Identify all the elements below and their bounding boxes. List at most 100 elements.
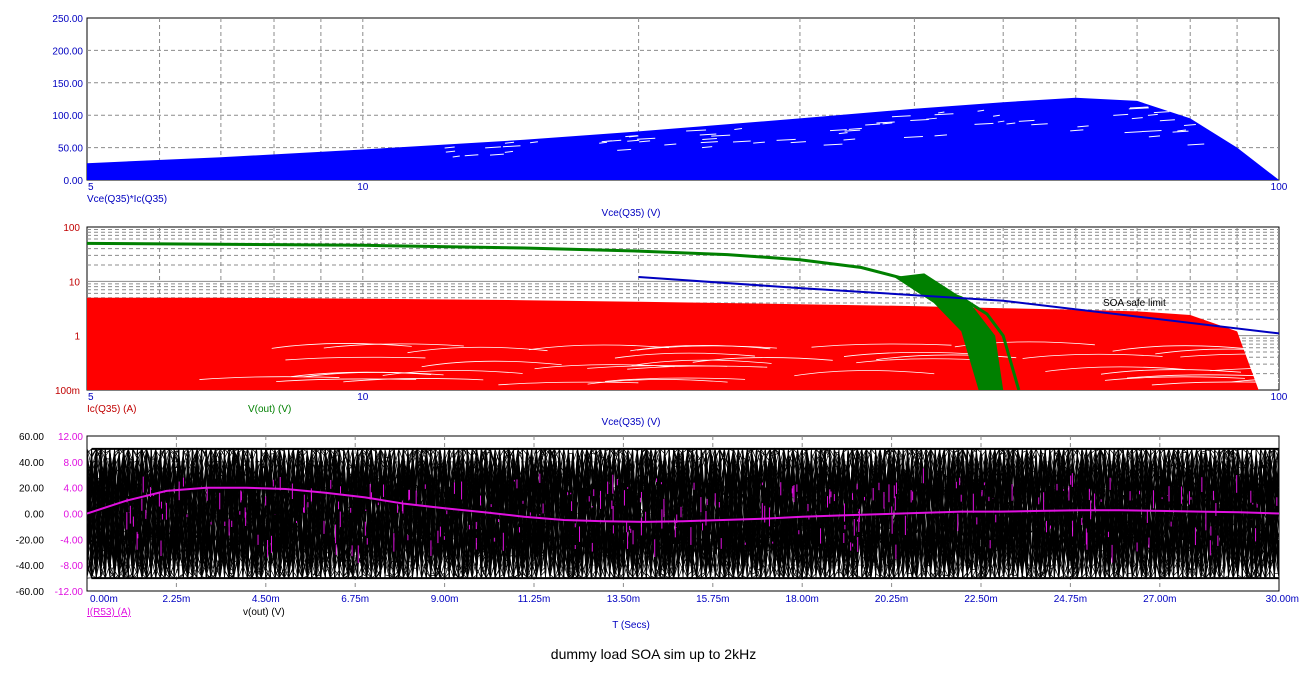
- streak: [444, 146, 455, 149]
- streak: [702, 138, 717, 141]
- streak: [701, 146, 713, 149]
- y-right-tick-label: 4.00: [64, 484, 84, 495]
- streak: [903, 135, 923, 138]
- y-left-tick-label: -20.00: [16, 535, 45, 546]
- streak: [811, 343, 952, 348]
- y-right-tick-label: -12.00: [55, 587, 84, 598]
- x-tick-label: 30.00m: [1266, 594, 1299, 605]
- ir53-series-label: I(R53) (A): [87, 607, 131, 618]
- streak: [1210, 367, 1279, 372]
- soa-limit-line: [638, 276, 1279, 335]
- streak: [1151, 381, 1279, 386]
- streak: [1104, 376, 1245, 381]
- streak: [382, 370, 523, 376]
- y-tick-label: 250.00: [52, 14, 83, 25]
- streak: [977, 109, 985, 112]
- streak: [848, 127, 862, 130]
- streak: [829, 129, 847, 132]
- simulation-plots: SOA safe limit 0.00 50.00 100.00 150.00 200.…: [16, 14, 1299, 631]
- x-tick-label: 13.50m: [607, 594, 640, 605]
- y-left-tick-label: 40.00: [19, 458, 44, 469]
- streak: [504, 150, 514, 153]
- streak: [1153, 111, 1170, 114]
- streak: [271, 343, 412, 349]
- x-tick-label: 15.75m: [696, 594, 729, 605]
- streak: [664, 143, 677, 146]
- y-right-tick-label: -4.00: [60, 535, 83, 546]
- streak: [776, 138, 796, 141]
- y-tick-label: 100: [63, 223, 80, 234]
- y-tick-label: 150.00: [52, 79, 83, 90]
- streak: [1172, 130, 1189, 133]
- streak: [1131, 117, 1143, 120]
- y-right-tick-label: -8.00: [60, 561, 83, 572]
- y-tick-label: 100.00: [52, 111, 83, 122]
- power-series-label: Vce(Q35)*Ic(Q35): [87, 194, 167, 205]
- vout-series-line: [87, 241, 1021, 390]
- x-tick-label: 24.75m: [1054, 594, 1087, 605]
- current-plot-xlabel: Vce(Q35) (V): [602, 417, 661, 428]
- streak: [502, 145, 521, 148]
- streak: [843, 138, 856, 141]
- streak: [1126, 374, 1268, 379]
- streak: [636, 345, 777, 351]
- streak: [838, 132, 848, 135]
- streak: [891, 115, 911, 118]
- y-left-tick-label: -60.00: [16, 587, 45, 598]
- streak: [1113, 113, 1129, 116]
- streak: [617, 148, 632, 151]
- soa-annotation: SOA safe limit: [1103, 298, 1166, 309]
- streak: [504, 141, 515, 144]
- vout-time-series: [87, 447, 1279, 580]
- y-left-tick-label: -40.00: [16, 561, 45, 572]
- streak: [485, 146, 501, 149]
- streak: [1100, 369, 1242, 375]
- streak: [601, 140, 612, 143]
- vout-trace: [87, 448, 1279, 579]
- y-tick-label: 0.00: [64, 176, 84, 187]
- streak: [692, 357, 833, 363]
- y-tick-label: 100m: [55, 386, 80, 397]
- streak: [734, 127, 743, 130]
- streak: [1148, 135, 1161, 138]
- streak: [1147, 113, 1158, 116]
- streak: [997, 120, 1005, 123]
- streak: [1159, 119, 1175, 122]
- streak: [910, 118, 929, 121]
- streak: [323, 343, 464, 349]
- power-series-streaks: [444, 106, 1205, 158]
- streak: [276, 378, 417, 383]
- x-tick-label: 10: [357, 182, 369, 193]
- x-tick-label: 9.00m: [431, 594, 459, 605]
- streak: [1183, 123, 1196, 126]
- streak: [711, 134, 731, 137]
- streak: [876, 354, 1017, 361]
- streak: [700, 141, 718, 144]
- streak: [1187, 143, 1205, 146]
- streak: [1124, 131, 1143, 134]
- streak: [639, 140, 651, 143]
- streak: [630, 344, 771, 352]
- streak: [934, 113, 954, 116]
- streak: [605, 377, 746, 382]
- streak: [1128, 107, 1149, 110]
- streak: [699, 133, 717, 136]
- figure-caption: dummy load SOA sim up to 2kHz: [550, 646, 757, 662]
- streak: [599, 141, 608, 144]
- ic-series-label: Ic(Q35) (A): [87, 404, 136, 415]
- streak: [876, 121, 895, 124]
- x-tick-label: 4.50m: [252, 594, 280, 605]
- streak: [1141, 130, 1162, 133]
- x-tick-label: 100: [1271, 392, 1288, 403]
- streak: [844, 129, 861, 132]
- y-tick-label: 200.00: [52, 46, 83, 57]
- streak: [199, 376, 340, 380]
- y-left-tick-label: 20.00: [19, 484, 44, 495]
- x-tick-label: 10: [357, 392, 369, 403]
- y-right-tick-label: 8.00: [64, 458, 84, 469]
- streak: [1112, 345, 1253, 352]
- ir53-time-series: [87, 486, 1279, 523]
- streak: [934, 134, 947, 137]
- streak: [1031, 123, 1048, 126]
- y-tick-label: 50.00: [58, 144, 83, 155]
